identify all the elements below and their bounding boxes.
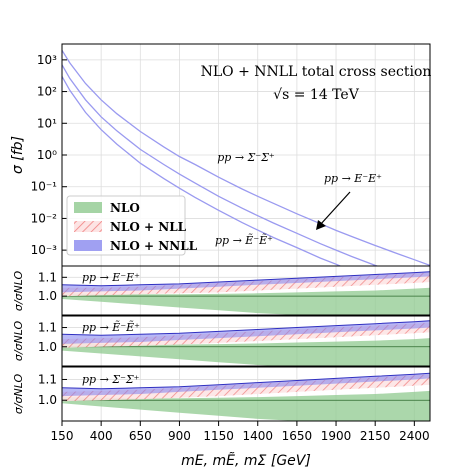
x-axis-label: mE, mẼ, mΣ [GeV] xyxy=(181,452,311,469)
x-tick-label: 1650 xyxy=(282,429,313,443)
annotation-arrow xyxy=(316,191,351,230)
series-line xyxy=(62,76,342,266)
ratio-panel-ee: 1.01.1 pp → E⁻E⁺ σ/σNLO xyxy=(12,265,431,316)
ratio-sigma-y-label: σ/σNLO xyxy=(12,373,25,414)
y-tick-label: 1.0 xyxy=(38,393,57,407)
x-tick-label: 1150 xyxy=(203,429,234,443)
ratio-panel-sigma: 1.0 1.1 pp → Σ⁻Σ⁺ σ/σNLO xyxy=(12,366,431,422)
x-tick-label: 1400 xyxy=(242,429,273,443)
title-line-1: NLO + NNLL total cross section xyxy=(201,64,432,80)
nlo-band xyxy=(62,287,430,315)
title-line-2: √s = 14 TeV xyxy=(273,87,360,103)
x-tick-label: 1900 xyxy=(321,429,352,443)
y-tick-label: 10³ xyxy=(37,53,57,67)
ratio-ee-tilde-y-label: σ/σNLO xyxy=(12,320,25,361)
main-y-label: σ [fb] xyxy=(10,136,26,174)
x-tick-label: 400 xyxy=(90,429,113,443)
y-tick-label: 1.0 xyxy=(38,340,57,354)
series-line xyxy=(62,64,379,266)
ratio-ee-tilde-y-ticks: 1.01.1 xyxy=(38,321,67,354)
y-tick-label: 10¹ xyxy=(37,116,57,130)
y-tick-label: 10² xyxy=(37,85,57,99)
nnll-band xyxy=(62,271,430,293)
legend-swatch-nlo xyxy=(74,202,102,213)
x-tick-label: 150 xyxy=(51,429,74,443)
label-ee-tilde: pp → Ẽ⁻Ẽ⁺ xyxy=(215,233,273,247)
nnll-edge xyxy=(62,320,430,336)
cross-section-curves xyxy=(62,49,430,266)
ratio-ee-bands xyxy=(62,271,430,315)
legend-label-nnll: NLO + NNLL xyxy=(110,239,198,253)
label-sigma-sigma: pp → Σ⁻Σ⁺ xyxy=(217,151,275,164)
ratio-sigma-y-ticks: 1.0 1.1 xyxy=(38,372,67,407)
ratio-sigma-bands xyxy=(62,372,430,421)
x-tick-label: 900 xyxy=(168,429,191,443)
x-tick-label: 2150 xyxy=(360,429,391,443)
y-tick-label: 10⁻² xyxy=(31,211,58,225)
ratio-ee-title: pp → E⁻E⁺ xyxy=(82,271,140,284)
legend-swatch-nnll xyxy=(74,240,102,251)
y-tick-label: 10⁻³ xyxy=(31,243,58,257)
nnll-edge xyxy=(62,271,430,287)
main-panel: 10³ 10² 10¹ 10⁰ 10⁻¹ 10⁻² 10⁻³ NLO + NNLL tota… xyxy=(10,43,432,267)
y-tick-label: 10⁰ xyxy=(37,148,57,162)
x-tick-label: 2400 xyxy=(399,429,430,443)
main-grid xyxy=(61,44,430,266)
ratio-ee-tilde-bands xyxy=(62,320,430,366)
ratio-sigma-frame xyxy=(61,366,431,422)
ratio-ee-tilde-title: pp → Ẽ⁻Ẽ⁺ xyxy=(82,320,140,334)
nnll-band xyxy=(62,373,430,397)
ratio-sigma-title: pp → Σ⁻Σ⁺ xyxy=(82,373,140,386)
y-tick-label: 1.1 xyxy=(38,321,57,335)
ratio-ee-y-label: σ/σNLO xyxy=(12,270,25,311)
y-tick-label: 1.0 xyxy=(38,289,57,303)
nnll-edge xyxy=(62,372,430,390)
legend-label-nlo: NLO xyxy=(110,201,140,215)
x-axis-ticks: 150 400 650 900 1150 1400 1650 1900 2150 2400 xyxy=(51,421,430,443)
nnll-band xyxy=(62,320,430,344)
legend-swatch-nll xyxy=(74,221,102,232)
y-tick-label: 1.1 xyxy=(38,270,57,284)
legend: NLO NLO + NLL NLO + NNLL xyxy=(66,195,198,256)
y-tick-label: 1.1 xyxy=(38,372,57,386)
label-ee: pp → E⁻E⁺ xyxy=(324,172,382,185)
ratio-ee-y-ticks: 1.01.1 xyxy=(38,270,67,303)
ratio-ee-frame xyxy=(61,265,431,316)
ratio-ee-tilde-frame xyxy=(61,315,431,367)
series-line xyxy=(62,49,430,266)
y-tick-label: 10⁻¹ xyxy=(31,180,58,194)
ratio-panel-ee-tilde: 1.01.1 pp → Ẽ⁻Ẽ⁺ σ/σNLO xyxy=(12,315,431,367)
x-tick-label: 650 xyxy=(129,429,152,443)
main-y-ticks: 10³ 10² 10¹ 10⁰ 10⁻¹ 10⁻² 10⁻³ xyxy=(31,53,67,257)
legend-label-nll: NLO + NLL xyxy=(110,220,187,234)
